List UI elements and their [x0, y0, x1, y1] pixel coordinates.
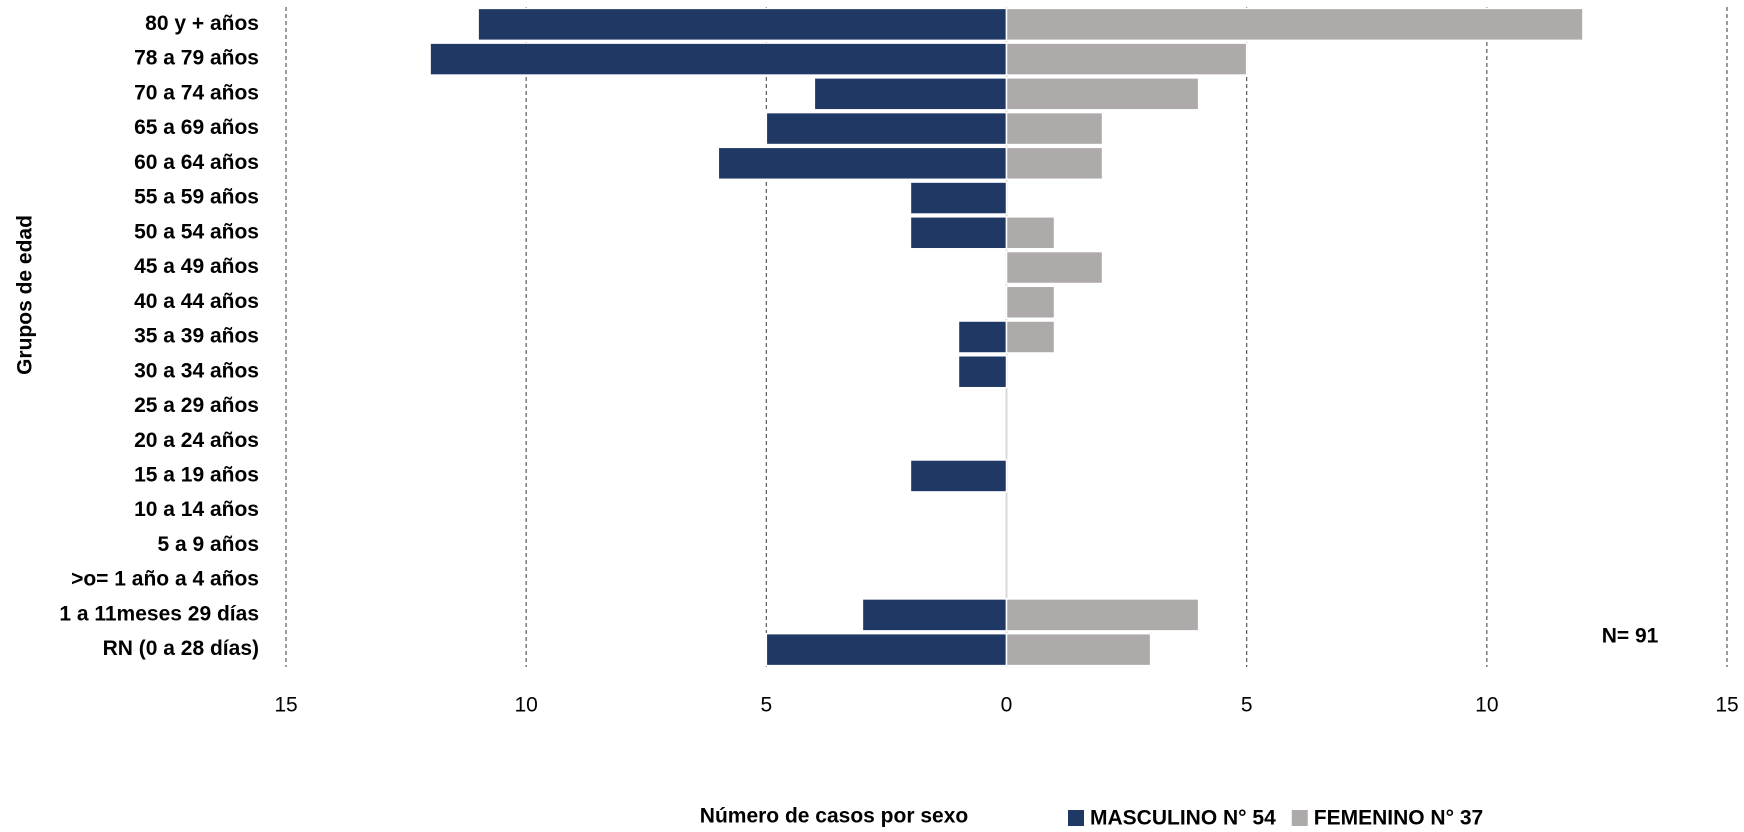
x-tick-label: 15 [274, 694, 297, 717]
y-tick-label: 40 a 44 años [134, 290, 259, 313]
legend-swatch [1068, 810, 1084, 826]
y-tick-label: 30 a 34 años [134, 359, 259, 382]
bar [1005, 111, 1104, 146]
bar [1005, 632, 1152, 667]
y-tick-label: 65 a 69 años [134, 116, 259, 139]
bar [477, 7, 1008, 42]
y-tick-label: 70 a 74 años [134, 81, 259, 104]
y-tick-label: >o= 1 año a 4 años [71, 568, 259, 591]
legend-label: MASCULINO N° 54 [1090, 807, 1276, 830]
x-tick-label: 5 [1241, 694, 1253, 717]
x-axis-title: Número de casos por sexo [700, 805, 968, 828]
legend-label: FEMENINO N° 37 [1314, 807, 1483, 830]
bar [957, 320, 1008, 354]
x-tick-label: 15 [1715, 694, 1738, 717]
bar [1005, 285, 1056, 319]
x-tick-label: 10 [1475, 694, 1498, 717]
bar [1005, 250, 1104, 285]
y-tick-label: 55 a 59 años [134, 186, 259, 209]
bar [909, 181, 1008, 215]
bar [1005, 77, 1200, 111]
bar [909, 216, 1008, 250]
x-tick-label: 10 [514, 694, 537, 717]
y-tick-label: 25 a 29 años [134, 394, 259, 417]
bar [957, 355, 1008, 389]
bar [1005, 146, 1104, 181]
bar [765, 632, 1008, 667]
bar [1005, 598, 1200, 632]
bar [813, 77, 1008, 111]
legend-swatch [1291, 810, 1308, 826]
y-tick-label: 10 a 14 años [134, 498, 259, 521]
y-tick-label: 80 y + años [145, 12, 259, 35]
y-tick-label: 1 a 11meses 29 días [59, 602, 259, 625]
bar [429, 42, 1008, 76]
x-tick-label: 5 [760, 694, 772, 717]
y-tick-label: 60 a 64 años [134, 151, 259, 174]
y-axis-title: Grupos de edad [14, 215, 37, 375]
x-tick-label: 0 [1001, 694, 1013, 717]
bar [1005, 320, 1056, 354]
y-tick-label: 78 a 79 años [134, 47, 259, 70]
y-tick-label: 35 a 39 años [134, 325, 259, 348]
bar [1005, 42, 1248, 76]
bar [717, 146, 1008, 181]
bar [1005, 7, 1584, 42]
bar [909, 459, 1008, 493]
y-tick-label: 5 a 9 años [157, 533, 259, 556]
bar [1005, 216, 1056, 250]
y-tick-label: 20 a 24 años [134, 429, 259, 452]
annotation: N= 91 [1602, 625, 1659, 648]
y-tick-label: 45 a 49 años [134, 255, 259, 278]
bar [765, 111, 1008, 146]
y-tick-label: 15 a 19 años [134, 463, 259, 486]
y-tick-label: RN (0 a 28 días) [103, 637, 259, 660]
y-tick-label: 50 a 54 años [134, 220, 259, 243]
bar [861, 598, 1008, 632]
